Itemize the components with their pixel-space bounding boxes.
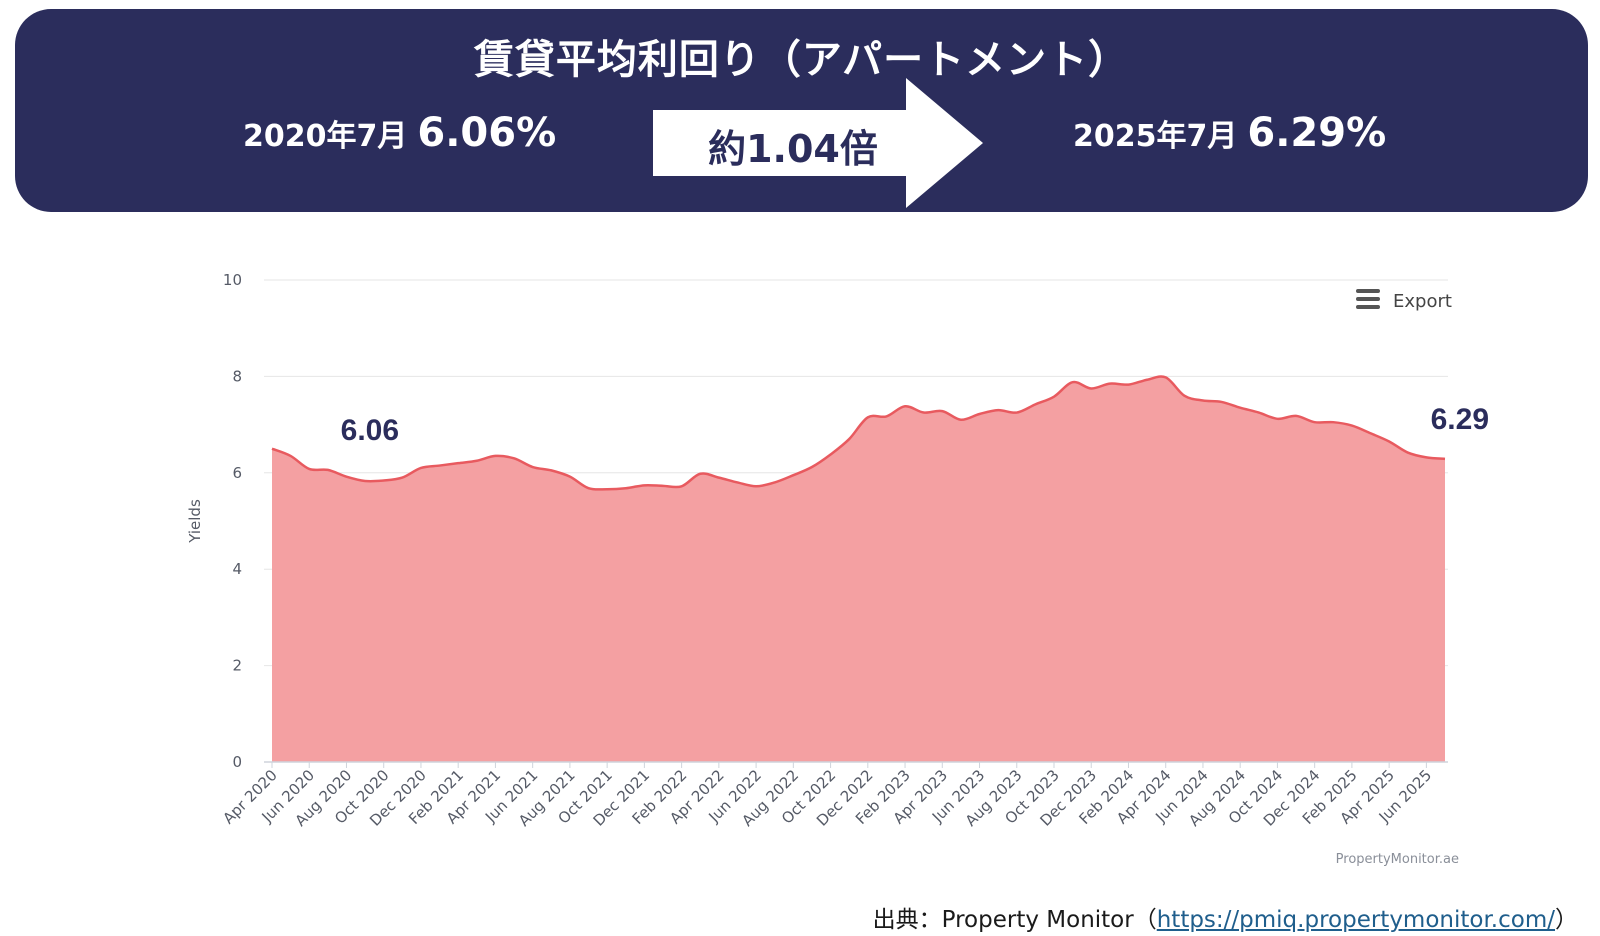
menu-icon-bar[interactable] xyxy=(1356,305,1380,309)
export-button[interactable]: Export xyxy=(1356,289,1452,312)
banner-title: 賃貸平均利回り（アパートメント） xyxy=(473,37,1130,83)
value-annotation: 6.29 xyxy=(1431,403,1489,436)
start-date: 2020年7月 xyxy=(243,119,408,154)
chart-credit: PropertyMonitor.ae xyxy=(1336,852,1459,867)
start-yield-stat: 2020年7月 6.06% xyxy=(243,110,556,156)
end-yield-stat: 2025年7月 6.29% xyxy=(1073,110,1386,156)
summary-banner: 賃貸平均利回り（アパートメント） xyxy=(15,9,1588,212)
y-tick-label: 0 xyxy=(232,753,242,771)
menu-icon-bar[interactable] xyxy=(1356,297,1380,301)
y-axis-ticks: 0 2 4 6 8 10 xyxy=(223,271,242,771)
start-value: 6.06% xyxy=(417,110,557,156)
y-tick-label: 2 xyxy=(232,657,242,675)
yield-area xyxy=(272,376,1445,762)
yield-line xyxy=(271,375,1446,491)
y-tick-label: 8 xyxy=(232,367,242,385)
source-prefix: 出典：Property Monitor（ xyxy=(872,907,1157,933)
ratio-arrow-icon xyxy=(653,78,983,208)
source-link[interactable]: https://pmiq.propertymonitor.com/ xyxy=(1156,907,1555,933)
y-tick-label: 10 xyxy=(223,271,242,289)
y-tick-label: 6 xyxy=(232,464,242,482)
source-suffix: ） xyxy=(1555,907,1578,933)
menu-icon-bar[interactable] xyxy=(1356,289,1380,293)
end-date: 2025年7月 xyxy=(1073,119,1238,154)
ratio-label: 約1.04倍 xyxy=(708,127,878,171)
y-tick-label: 4 xyxy=(232,560,242,578)
end-value: 6.29% xyxy=(1247,110,1387,156)
value-annotation: 6.06 xyxy=(341,414,399,447)
source-note: 出典：Property Monitor（https://pmiq.propert… xyxy=(873,900,1578,934)
y-axis-label: Yields xyxy=(186,499,204,544)
export-label[interactable]: Export xyxy=(1393,291,1452,312)
annotations: 6.06 6.29 xyxy=(341,403,1489,447)
